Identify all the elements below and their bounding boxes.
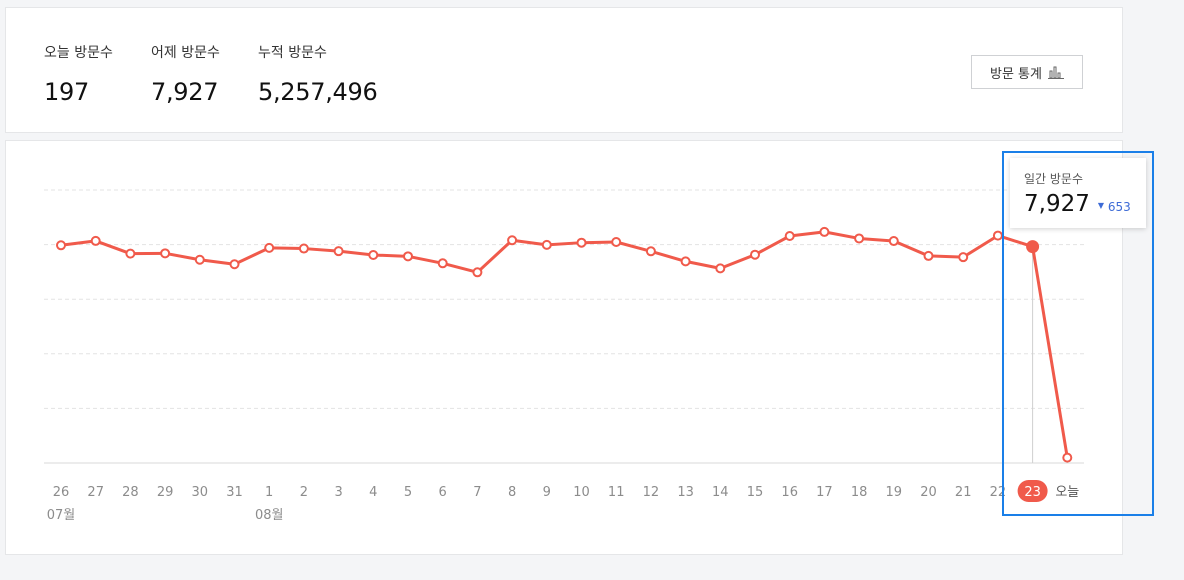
x-tick-label: 21 xyxy=(955,485,972,500)
data-point xyxy=(680,256,691,267)
x-tick-label: 28 xyxy=(122,485,139,500)
data-point xyxy=(819,226,830,237)
data-point-selected xyxy=(1026,240,1040,254)
x-tick-label: 오늘 xyxy=(1055,485,1079,500)
data-point xyxy=(784,231,795,242)
tooltip-value: 7,927 xyxy=(1024,191,1090,217)
visit-stats-button[interactable]: 방문 통계 xyxy=(971,55,1083,89)
x-tick-label: 14 xyxy=(712,485,729,500)
data-point xyxy=(472,267,483,278)
data-point xyxy=(160,248,171,259)
data-point xyxy=(1062,452,1073,463)
data-point xyxy=(541,239,552,250)
data-point xyxy=(854,233,865,244)
x-tick-label: 19 xyxy=(886,485,903,500)
tooltip-change-value: 653 xyxy=(1107,200,1131,214)
data-point xyxy=(403,251,413,262)
data-point xyxy=(90,235,101,246)
bar-chart-icon xyxy=(1047,66,1064,79)
x-tick-label: 11 xyxy=(608,485,625,500)
data-point xyxy=(264,242,275,253)
x-tick-label: 29 xyxy=(157,485,174,500)
x-tick-label-selected: 23 xyxy=(1024,485,1041,500)
x-tick-label: 27 xyxy=(87,485,104,500)
data-point xyxy=(56,240,66,251)
today-visits-value: 197 xyxy=(44,78,89,106)
x-tick-label: 3 xyxy=(334,485,342,500)
series-line xyxy=(60,230,1069,458)
data-point xyxy=(958,252,969,263)
total-visits-label: 누적 방문수 xyxy=(258,45,327,61)
x-tick-label: 2 xyxy=(300,485,308,500)
data-point xyxy=(368,249,379,260)
data-point xyxy=(645,246,656,257)
data-point xyxy=(333,246,344,257)
x-tick-label: 15 xyxy=(747,485,764,500)
x-tick-label: 9 xyxy=(543,485,551,500)
x-tick-label: 20 xyxy=(920,485,937,500)
down-arrow-icon: ▼ xyxy=(1097,201,1105,210)
x-tick-label: 18 xyxy=(851,485,868,500)
x-tick-label: 22 xyxy=(990,485,1007,500)
data-point xyxy=(437,258,448,269)
today-visits-label: 오늘 방문수 xyxy=(44,45,113,61)
month-label: 07월 xyxy=(47,508,76,523)
x-tick-label: 7 xyxy=(473,485,481,500)
data-point xyxy=(194,254,205,265)
x-tick-label: 16 xyxy=(781,485,798,500)
x-tick-label: 13 xyxy=(677,485,694,500)
x-tick-label: 17 xyxy=(816,485,833,500)
x-tick-label: 6 xyxy=(439,485,447,500)
yesterday-visits: 어제 방문수 7,927 xyxy=(151,42,220,106)
visit-stats-button-label: 방문 통계 xyxy=(990,66,1042,82)
x-tick-label: 26 xyxy=(53,485,70,500)
yesterday-visits-value: 7,927 xyxy=(151,78,219,106)
daily-visits-chart-card: 26 27 28 29 30 31 1 2 3 4 5 6 7 8 9 10 11 12 13 14 15 16 17 18 1… xyxy=(5,140,1123,555)
data-point xyxy=(576,237,587,248)
x-tick-label: 10 xyxy=(573,485,590,500)
x-tick-label: 8 xyxy=(508,485,516,500)
x-tick-label: 5 xyxy=(404,485,412,500)
x-tick-label: 30 xyxy=(192,485,209,500)
tooltip-label: 일간 방문수 xyxy=(1024,172,1084,186)
data-point xyxy=(229,259,240,270)
data-point xyxy=(125,248,136,259)
data-point xyxy=(611,237,622,248)
data-point xyxy=(923,250,934,261)
total-visits: 누적 방문수 5,257,496 xyxy=(258,42,378,106)
data-point xyxy=(715,263,726,274)
data-point xyxy=(992,230,1003,241)
selected-date-badge xyxy=(1017,480,1048,502)
daily-visits-chart: 26 27 28 29 30 31 1 2 3 4 5 6 7 8 9 10 11 12 13 14 15 16 17 18 1… xyxy=(44,189,1084,523)
visitor-summary-card: 오늘 방문수 197 어제 방문수 7,927 누적 방문수 5,257,496… xyxy=(5,7,1123,133)
x-tick-label: 31 xyxy=(226,485,243,500)
data-point xyxy=(750,249,760,260)
yesterday-visits-label: 어제 방문수 xyxy=(151,45,220,61)
total-visits-value: 5,257,496 xyxy=(258,78,378,106)
x-tick-label: 4 xyxy=(369,485,377,500)
x-tick-label: 1 xyxy=(265,485,273,500)
chart-tooltip: 일간 방문수 7,927 ▼ 653 xyxy=(1010,158,1146,228)
data-point xyxy=(298,243,309,254)
x-tick-label: 12 xyxy=(643,485,660,500)
today-visits: 오늘 방문수 197 xyxy=(44,42,113,106)
data-point xyxy=(507,235,518,246)
tooltip-change: ▼ 653 xyxy=(1098,200,1131,214)
month-label: 08월 xyxy=(255,508,284,523)
data-point xyxy=(888,236,899,247)
